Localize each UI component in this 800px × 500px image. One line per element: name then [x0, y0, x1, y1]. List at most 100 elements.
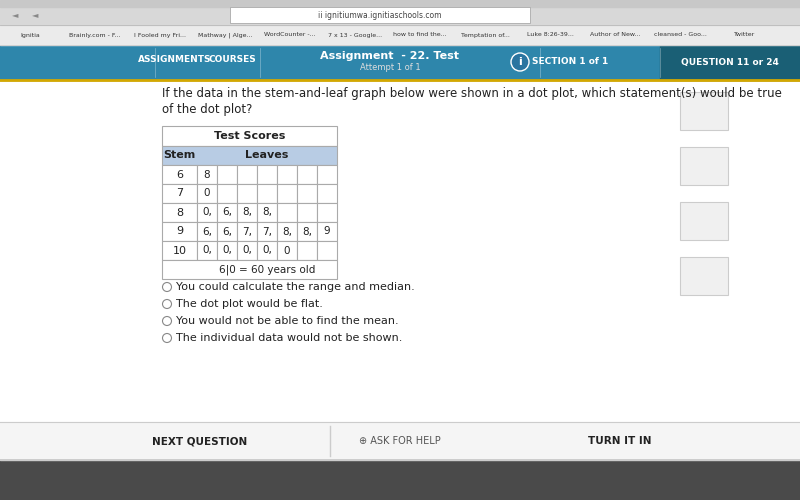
Bar — [217, 203, 237, 222]
Bar — [197, 184, 217, 203]
Text: ◄: ◄ — [32, 10, 38, 20]
Text: Assignment  - 22. Test: Assignment - 22. Test — [321, 51, 459, 61]
Text: Leaves: Leaves — [246, 150, 289, 160]
Bar — [237, 184, 257, 203]
Text: The individual data would not be shown.: The individual data would not be shown. — [176, 333, 402, 343]
Bar — [297, 165, 317, 184]
Bar — [237, 241, 257, 260]
Bar — [197, 222, 217, 241]
Text: 7,: 7, — [262, 226, 272, 236]
Text: ◄: ◄ — [12, 10, 18, 20]
Bar — [162, 165, 197, 184]
Bar — [660, 45, 800, 80]
Bar — [0, 0, 800, 7]
Text: COURSES: COURSES — [208, 56, 256, 64]
Text: 9: 9 — [176, 226, 183, 236]
Text: SECTION 1 of 1: SECTION 1 of 1 — [532, 58, 608, 66]
Bar — [197, 241, 217, 260]
Bar — [680, 147, 728, 185]
Text: 8,: 8, — [282, 226, 292, 236]
Text: 6: 6 — [176, 170, 183, 179]
Text: WordCounter -...: WordCounter -... — [264, 32, 316, 38]
Bar — [162, 260, 337, 279]
Text: i: i — [518, 57, 522, 67]
Text: 0,: 0, — [262, 246, 272, 256]
Text: 0,: 0, — [202, 246, 212, 256]
Bar — [680, 202, 728, 240]
Circle shape — [162, 334, 171, 342]
Circle shape — [162, 300, 171, 308]
Text: TURN IT IN: TURN IT IN — [588, 436, 652, 446]
Bar — [0, 45, 800, 80]
Bar — [277, 165, 297, 184]
Text: 6,: 6, — [222, 208, 232, 218]
Bar — [162, 126, 337, 146]
Text: ASSIGNMENTS: ASSIGNMENTS — [138, 56, 212, 64]
Bar — [317, 165, 337, 184]
Text: Twitter: Twitter — [734, 32, 756, 38]
Bar — [230, 7, 530, 23]
Bar — [277, 203, 297, 222]
Bar — [237, 203, 257, 222]
Text: 9: 9 — [324, 226, 330, 236]
Text: 8,: 8, — [242, 208, 252, 218]
Text: Ignitia: Ignitia — [20, 32, 40, 38]
Text: If the data in the stem-and-leaf graph below were shown in a dot plot, which sta: If the data in the stem-and-leaf graph b… — [162, 86, 782, 100]
Text: Brainly.com - F...: Brainly.com - F... — [70, 32, 121, 38]
Bar — [277, 184, 297, 203]
Bar — [257, 184, 277, 203]
Bar — [162, 184, 197, 203]
Text: ⊕ ASK FOR HELP: ⊕ ASK FOR HELP — [359, 436, 441, 446]
Bar — [297, 222, 317, 241]
Text: Test Scores: Test Scores — [214, 131, 285, 141]
Text: I Fooled my Fri...: I Fooled my Fri... — [134, 32, 186, 38]
Text: 0,: 0, — [242, 246, 252, 256]
Circle shape — [162, 316, 171, 326]
Text: 0: 0 — [204, 188, 210, 198]
Bar — [197, 165, 217, 184]
Text: You would not be able to find the mean.: You would not be able to find the mean. — [176, 316, 398, 326]
Bar — [277, 241, 297, 260]
Bar — [162, 222, 197, 241]
Circle shape — [162, 282, 171, 292]
Text: 6,: 6, — [222, 226, 232, 236]
Text: 7,: 7, — [242, 226, 252, 236]
Text: Temptation of...: Temptation of... — [461, 32, 510, 38]
Text: 0: 0 — [284, 246, 290, 256]
Bar — [297, 241, 317, 260]
Text: Stem: Stem — [163, 150, 196, 160]
Text: 7: 7 — [176, 188, 183, 198]
Text: 8,: 8, — [262, 208, 272, 218]
Bar — [162, 241, 197, 260]
Bar — [297, 184, 317, 203]
Bar — [217, 222, 237, 241]
Text: Luke 8:26-39...: Luke 8:26-39... — [526, 32, 574, 38]
Text: QUESTION 11 or 24: QUESTION 11 or 24 — [681, 58, 779, 66]
Text: 7 x 13 - Google...: 7 x 13 - Google... — [328, 32, 382, 38]
Bar — [217, 184, 237, 203]
Bar — [162, 203, 197, 222]
Text: NEXT QUESTION: NEXT QUESTION — [152, 436, 248, 446]
Bar — [257, 203, 277, 222]
Bar — [237, 165, 257, 184]
Text: 10: 10 — [173, 246, 186, 256]
Text: Mathway | Alge...: Mathway | Alge... — [198, 32, 252, 38]
Bar — [162, 146, 337, 165]
Text: You could calculate the range and median.: You could calculate the range and median… — [176, 282, 414, 292]
Bar — [217, 241, 237, 260]
Bar — [277, 222, 297, 241]
Text: how to find the...: how to find the... — [393, 32, 447, 38]
Bar — [0, 25, 800, 45]
Bar — [0, 422, 800, 460]
Bar — [680, 92, 728, 130]
Circle shape — [511, 53, 529, 71]
Bar — [0, 80, 800, 422]
Text: 0,: 0, — [202, 208, 212, 218]
Bar — [297, 203, 317, 222]
Text: of the dot plot?: of the dot plot? — [162, 102, 252, 116]
Bar — [317, 184, 337, 203]
Bar — [0, 5, 800, 25]
Bar — [0, 460, 800, 500]
Text: 8: 8 — [204, 170, 210, 179]
Text: cleansed - Goo...: cleansed - Goo... — [654, 32, 706, 38]
